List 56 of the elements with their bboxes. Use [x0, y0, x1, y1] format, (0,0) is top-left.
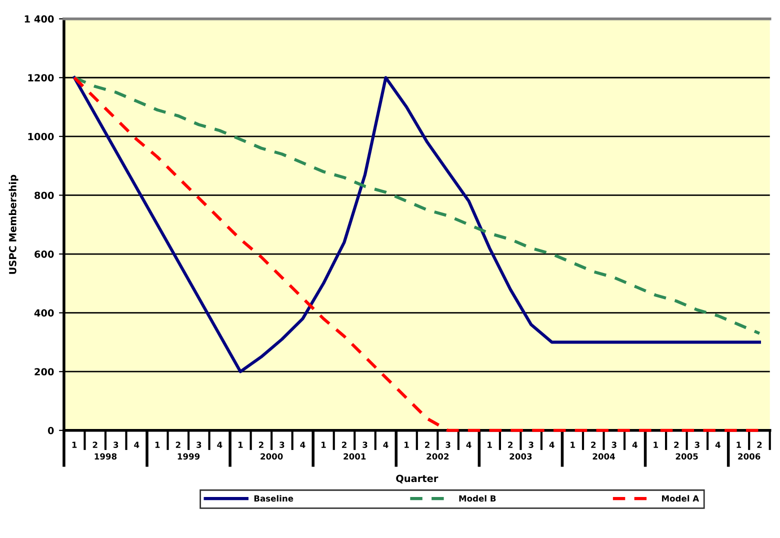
x-tick-label: 1	[238, 442, 243, 448]
y-tick-label: 0	[48, 426, 54, 434]
x-tick-label: 3	[528, 442, 534, 448]
x-tick-label: 2	[342, 442, 346, 448]
x-tick-label: 4	[383, 442, 388, 448]
legend-label: Baseline	[254, 495, 294, 502]
x-tick-label: 4	[632, 442, 638, 448]
text: 1998	[94, 453, 117, 460]
x-tick-label: 3	[446, 442, 450, 448]
y-tick-label: 800	[34, 192, 54, 200]
x-tick-label: 4	[466, 442, 472, 448]
y-tick-label: 400	[34, 309, 54, 317]
legend-label: Model B	[459, 495, 496, 502]
text: 1999	[178, 453, 200, 460]
text: 2003	[510, 453, 532, 460]
x-tick-label: 3	[280, 442, 284, 448]
x-axis-title: Quarter	[396, 474, 438, 484]
y-tick-label: 200	[34, 368, 54, 376]
x-tick-label: 1	[488, 442, 492, 448]
x-tick-label: 3	[362, 442, 368, 448]
x-tick-label: 2	[591, 442, 596, 448]
x-tick-label: 4	[715, 442, 720, 448]
x-tick-label: 3	[196, 442, 202, 448]
x-tick-label: 1	[155, 442, 160, 448]
text: 2005	[676, 453, 698, 460]
x-tick-label: 2	[258, 442, 264, 448]
y-tick-label: 1 400	[24, 15, 54, 23]
text: 2004	[592, 453, 615, 460]
text: 2000	[260, 453, 283, 460]
x-tick-label: 3	[114, 442, 118, 448]
x-tick-label: 2	[176, 442, 180, 448]
x-tick-label: 1	[654, 442, 658, 448]
y-tick-label: 600	[34, 250, 54, 258]
text: 2006	[738, 453, 760, 460]
x-tick-label: 2	[425, 442, 430, 448]
y-axis-title: USPC Membership	[8, 174, 18, 274]
x-tick-label: 2	[92, 442, 98, 448]
y-tick-label: 1000	[28, 132, 54, 140]
text: 2002	[426, 453, 449, 460]
x-tick-label: 3	[612, 442, 616, 448]
x-tick-label: 3	[694, 442, 700, 448]
x-tick-label: 1	[404, 442, 409, 448]
text: 2001	[344, 453, 366, 460]
x-tick-label: 2	[508, 442, 513, 448]
y-tick-label: 1200	[28, 74, 54, 82]
x-tick-label: 1	[72, 442, 77, 448]
x-tick-label: 4	[217, 442, 222, 448]
x-tick-label: 4	[549, 442, 554, 448]
legend-label: Model A	[662, 495, 700, 502]
x-tick-label: 1	[570, 442, 575, 448]
x-tick-label: 4	[300, 442, 306, 448]
x-tick-label: 1	[322, 442, 326, 448]
x-tick-label: 4	[134, 442, 140, 448]
x-tick-label: 2	[674, 442, 679, 448]
x-tick-label: 1	[736, 442, 742, 448]
x-tick-label: 2	[757, 442, 762, 448]
